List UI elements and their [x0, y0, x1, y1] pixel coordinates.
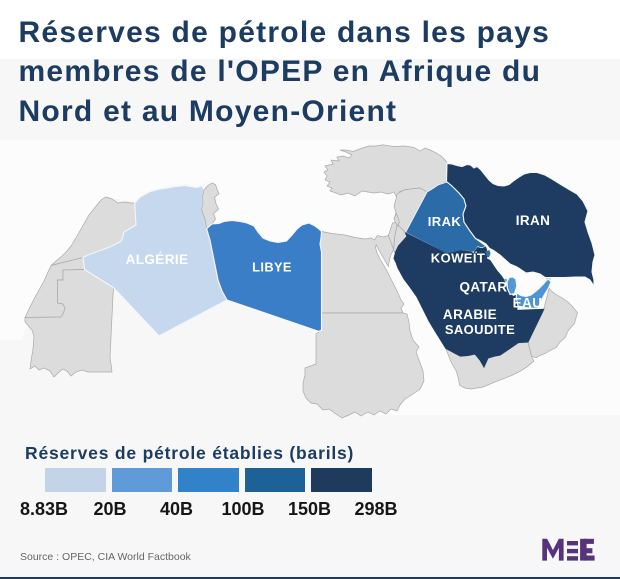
svg-text:KOWEÏT: KOWEÏT	[431, 251, 485, 266]
svg-text:SAOUDITE: SAOUDITE	[445, 322, 515, 337]
svg-text:QATAR: QATAR	[460, 279, 508, 294]
svg-text:IRAK: IRAK	[428, 214, 462, 229]
svg-text:LIBYE: LIBYE	[252, 260, 292, 275]
svg-text:EAU: EAU	[513, 295, 543, 310]
svg-text:IRAN: IRAN	[516, 213, 551, 228]
svg-text:ALGÉRIE: ALGÉRIE	[126, 252, 189, 267]
svg-text:ARABIE: ARABIE	[443, 307, 497, 322]
